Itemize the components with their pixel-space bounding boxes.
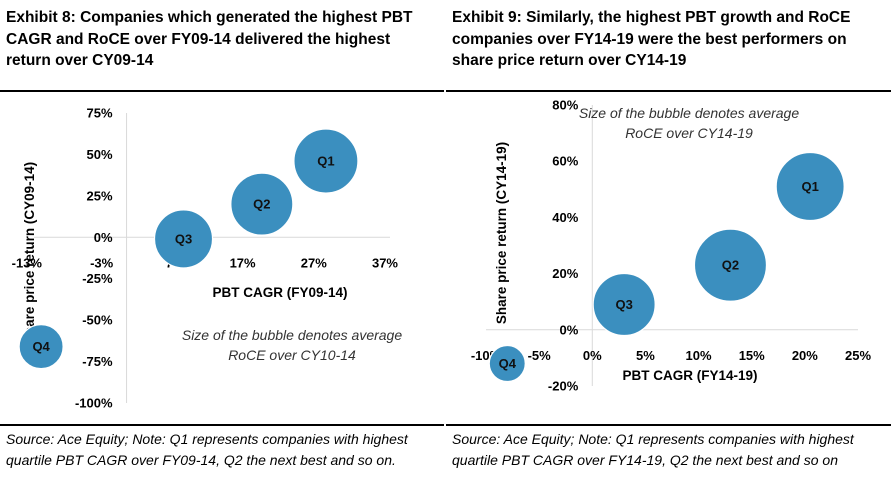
exhibit-8-bubble-chart: 75%50%25%0%-25%-50%-75%-100%-13%-3%7%17%…: [12, 106, 403, 411]
bottom-rule: [446, 424, 891, 426]
x-tick-label: 20%: [792, 348, 818, 363]
y-tick-label: 75%: [87, 106, 113, 121]
bubble-q4: [488, 344, 526, 383]
x-tick-label: 27%: [301, 255, 327, 270]
y-tick-label: 80%: [552, 98, 578, 113]
bubble-q1: [775, 151, 845, 222]
y-tick-label: -20%: [548, 379, 579, 394]
exhibit-8-title: Exhibit 8: Companies which generated the…: [6, 9, 413, 69]
bubble-q4: [18, 324, 64, 370]
top-rule: [0, 90, 444, 92]
x-tick-label: 37%: [372, 255, 398, 270]
y-tick-label: -50%: [82, 313, 113, 328]
y-tick-label: 20%: [552, 266, 578, 281]
x-tick-label: 17%: [230, 255, 256, 270]
bottom-rule: [0, 424, 444, 426]
exhibit-8-source-note: Source: Ace Equity; Note: Q1 represents …: [6, 431, 408, 468]
bubble-label-q1: Q1: [317, 154, 334, 169]
y-tick-label: 25%: [87, 188, 113, 203]
x-tick-label: 10%: [686, 348, 712, 363]
y-tick-label: 60%: [552, 154, 578, 169]
top-rule: [446, 90, 891, 92]
bubble-label-q3: Q3: [615, 297, 632, 312]
bubble-q2: [693, 228, 768, 302]
bubble-label-q3: Q3: [175, 231, 192, 246]
panel-divider: [444, 0, 446, 496]
x-tick-label: 25%: [845, 348, 871, 363]
bubble-label-q4: Q4: [499, 356, 517, 371]
x-tick-label: -13%: [12, 255, 43, 270]
y-axis-title: Share price return (CY14-19): [494, 142, 509, 324]
bubble-q3: [153, 209, 214, 269]
y-tick-label: 50%: [87, 147, 113, 162]
y-tick-label: 0%: [94, 230, 113, 245]
y-tick-label: -75%: [82, 354, 113, 369]
x-axis-title: PBT CAGR (FY14-19): [622, 368, 757, 383]
bubble-size-note: RoCE over CY10-14: [228, 347, 356, 363]
y-tick-label: 0%: [559, 322, 578, 337]
exhibit-8-panel: Exhibit 8: Companies which generated the…: [0, 0, 444, 496]
bubble-label-q2: Q2: [722, 258, 739, 273]
bubble-label-q2: Q2: [253, 197, 270, 212]
x-tick-label: 15%: [739, 348, 765, 363]
exhibit-9-bubble-chart: 80%60%40%20%0%-20%-10% -5% 0% 5% 10% 15% 20% 25…: [471, 98, 872, 394]
exhibit-9-source-note: Source: Ace Equity; Note: Q1 represents …: [452, 431, 854, 468]
bubble-size-note: RoCE over CY14-19: [625, 125, 753, 141]
y-tick-label: 40%: [552, 210, 578, 225]
y-tick-label: -100%: [75, 396, 113, 411]
x-axis-title: PBT CAGR (FY09-14): [212, 285, 347, 300]
bubble-label-q1: Q1: [801, 179, 818, 194]
exhibit-9-title: Exhibit 9: Similarly, the highest PBT gr…: [452, 9, 851, 69]
bubble-q1: [293, 128, 359, 194]
bubble-q3: [592, 272, 656, 337]
y-axis-title: Share price return (CY09-14): [22, 162, 37, 344]
x-tick-label: -3%: [90, 255, 114, 270]
bubble-size-note: Size of the bubble denotes average: [182, 327, 402, 343]
x-tick-label: 5%: [636, 348, 655, 363]
x-tick-label: 0%: [583, 348, 602, 363]
bubble-q2: [230, 172, 294, 236]
bubble-label-q4: Q4: [32, 339, 50, 354]
y-tick-label: -25%: [82, 271, 113, 286]
exhibit-9-panel: Exhibit 9: Similarly, the highest PBT gr…: [446, 0, 891, 496]
x-tick-label: -5%: [528, 348, 552, 363]
bubble-size-note: Size of the bubble denotes average: [579, 105, 799, 121]
